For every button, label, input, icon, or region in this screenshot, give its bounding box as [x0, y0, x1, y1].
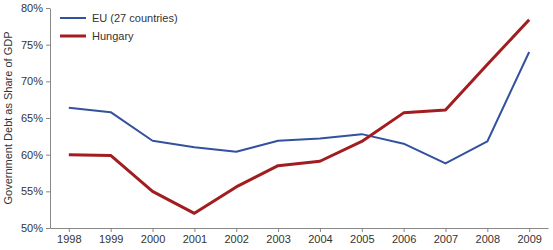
y-tick: 65%	[21, 112, 50, 124]
y-axis-line	[50, 9, 51, 229]
legend-swatch	[60, 35, 86, 38]
x-tick: 1998	[57, 228, 81, 245]
x-tick: 2007	[434, 228, 458, 245]
x-tick-label: 1998	[57, 233, 81, 245]
legend-label: Hungary	[92, 30, 134, 42]
x-tick: 1999	[99, 228, 123, 245]
legend-label: EU (27 countries)	[92, 12, 178, 24]
x-tick: 2002	[224, 228, 248, 245]
x-tick-label: 2005	[350, 233, 374, 245]
y-tick: 60%	[21, 149, 50, 161]
y-tick: 75%	[21, 39, 50, 51]
x-tick-label: 2007	[434, 233, 458, 245]
x-tick-mark	[236, 228, 237, 232]
x-tick-label: 2003	[266, 233, 290, 245]
y-tick-mark	[46, 191, 50, 192]
x-tick-mark	[362, 228, 363, 232]
x-tick-mark	[404, 228, 405, 232]
y-tick-mark	[46, 81, 50, 82]
legend: EU (27 countries) Hungary	[60, 12, 178, 42]
x-tick-mark	[445, 228, 446, 232]
x-axis: 1998 1999 2000 2001 2002 2003 2004 2005 2006 2007…	[51, 228, 549, 245]
y-tick: 80%	[21, 2, 50, 14]
x-tick: 2005	[350, 228, 374, 245]
x-tick-label: 2004	[308, 233, 332, 245]
y-tick-mark	[46, 118, 50, 119]
y-tick-mark	[46, 45, 50, 46]
y-tick-label: 50%	[21, 222, 43, 234]
x-tick: 2003	[266, 228, 290, 245]
x-tick: 2008	[476, 228, 500, 245]
x-tick-label: 1999	[99, 233, 123, 245]
chart: 50% 55% 60% 65% 70% 75% 80% 1998 1999 2000 2001 200…	[0, 0, 553, 250]
y-tick-label: 55%	[21, 185, 43, 197]
y-tick-label: 65%	[21, 112, 43, 124]
y-tick-label: 70%	[21, 75, 43, 87]
x-tick-label: 2006	[392, 233, 416, 245]
series-line	[69, 20, 529, 214]
x-tick-mark	[320, 228, 321, 232]
x-tick-mark	[278, 228, 279, 232]
lines	[69, 20, 529, 214]
x-tick-mark	[153, 228, 154, 232]
legend-item: Hungary	[60, 30, 134, 42]
x-tick-label: 2001	[183, 233, 207, 245]
x-tick: 2001	[183, 228, 207, 245]
series-line	[69, 52, 529, 163]
x-tick: 2004	[308, 228, 332, 245]
x-tick-label: 2009	[517, 233, 541, 245]
x-tick-mark	[69, 228, 70, 232]
x-tick: 2006	[392, 228, 416, 245]
x-tick-mark	[111, 228, 112, 232]
legend-swatch	[60, 17, 86, 19]
x-axis-line	[51, 228, 549, 229]
x-tick-label: 2002	[224, 233, 248, 245]
x-tick: 2000	[141, 228, 165, 245]
y-tick: 55%	[21, 185, 50, 197]
y-axis: 50% 55% 60% 65% 70% 75% 80%	[21, 2, 51, 234]
y-axis-title: Government Debt as Share of GDP	[2, 31, 14, 204]
y-tick-label: 60%	[21, 149, 43, 161]
x-tick-mark	[194, 228, 195, 232]
plot: 50% 55% 60% 65% 70% 75% 80% 1998 1999 2000 2001 200…	[21, 2, 549, 245]
y-tick-mark	[46, 155, 50, 156]
x-tick: 2009	[517, 228, 541, 245]
y-tick: 70%	[21, 75, 50, 87]
x-tick-label: 2000	[141, 233, 165, 245]
x-tick-label: 2008	[476, 233, 500, 245]
legend-item: EU (27 countries)	[60, 12, 178, 24]
x-tick-mark	[487, 228, 488, 232]
y-tick-label: 75%	[21, 39, 43, 51]
y-tick-mark	[46, 8, 50, 9]
y-tick-mark	[46, 228, 50, 229]
x-tick-mark	[529, 228, 530, 232]
y-tick-label: 80%	[21, 2, 43, 14]
y-tick: 50%	[21, 222, 50, 234]
